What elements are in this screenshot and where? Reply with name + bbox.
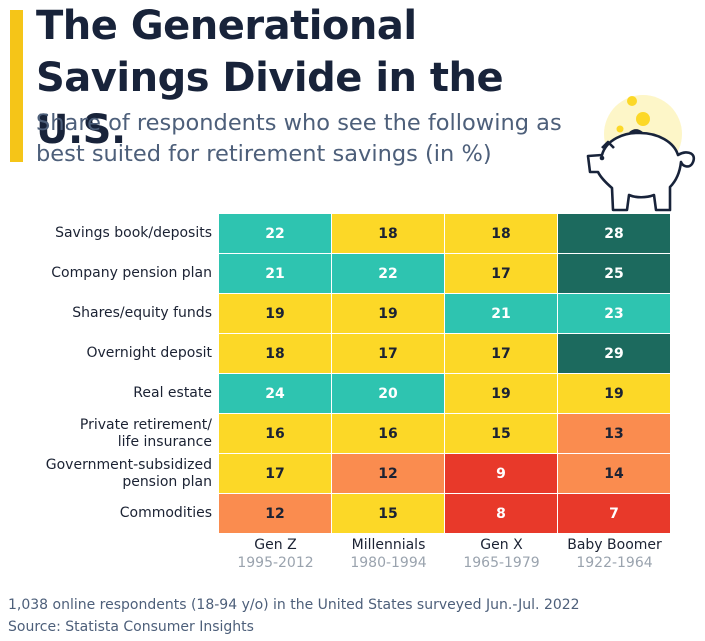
row-label-line: Savings book/deposits <box>55 225 212 241</box>
row-label-line: life insurance <box>117 433 212 450</box>
column-years: 1922-1964 <box>576 555 653 571</box>
column-name: Gen Z <box>254 537 297 553</box>
chart-subtitle: Share of respondents who see the followi… <box>36 110 562 167</box>
column-label: Gen X 1965-1979 <box>445 536 558 572</box>
heatmap-cell: 9 <box>445 454 557 493</box>
heatmap-cell: 21 <box>219 254 331 293</box>
row-label: Overnight deposit <box>0 334 212 373</box>
row-label: Savings book/deposits <box>0 214 212 253</box>
heatmap-cell: 24 <box>219 374 331 413</box>
heatmap-cell: 13 <box>558 414 670 453</box>
column-years: 1995-2012 <box>237 555 314 571</box>
footer-source: Source: Statista Consumer Insights <box>8 619 254 635</box>
row-label: Government-subsidized pension plan <box>0 454 212 493</box>
row-label-line: Private retirement/ <box>79 416 212 433</box>
heatmap-cell: 19 <box>558 374 670 413</box>
column-name: Gen X <box>480 537 523 553</box>
heatmap-cell: 17 <box>219 454 331 493</box>
row-label: Commodities <box>0 494 212 533</box>
heatmap-cell: 12 <box>219 494 331 533</box>
heatmap-cell: 22 <box>219 214 331 253</box>
heatmap-cell: 14 <box>558 454 670 493</box>
heatmap-cell: 16 <box>219 414 331 453</box>
row-label: Shares/equity funds <box>0 294 212 333</box>
row-label-line: Government-subsidized <box>45 456 212 473</box>
heatmap-cell: 18 <box>445 214 557 253</box>
row-label: Company pension plan <box>0 254 212 293</box>
column-name: Millennials <box>351 537 426 553</box>
row-label: Real estate <box>0 374 212 413</box>
heatmap-cell: 12 <box>332 454 444 493</box>
heatmap-cell: 23 <box>558 294 670 333</box>
column-name: Baby Boomer <box>567 537 662 553</box>
accent-bar <box>10 10 23 162</box>
heatmap-cell: 17 <box>445 334 557 373</box>
heatmap-cell: 28 <box>558 214 670 253</box>
footer-note: 1,038 online respondents (18-94 y/o) in … <box>8 597 580 613</box>
row-label: Private retirement/life insurance <box>0 414 212 453</box>
heatmap-cell: 21 <box>445 294 557 333</box>
heatmap-cell: 7 <box>558 494 670 533</box>
row-label-line: Real estate <box>133 385 212 401</box>
row-label-line: Overnight deposit <box>86 345 212 361</box>
heatmap-grid: 22 18 18 28 21 22 17 25 19 19 21 23 18 17 17 29 24 20 19 19… <box>219 214 670 533</box>
heatmap-cell: 29 <box>558 334 670 373</box>
heatmap-cell: 17 <box>445 254 557 293</box>
chart-title: The Generational Savings Divide in the U… <box>36 3 504 153</box>
heatmap-cell: 15 <box>332 494 444 533</box>
heatmap-cell: 19 <box>445 374 557 413</box>
column-labels: Gen Z 1995-2012 Millennials 1980-1994 Gen X 1… <box>219 536 671 572</box>
heatmap-cell: 16 <box>332 414 444 453</box>
row-label-line: Shares/equity funds <box>72 305 212 321</box>
heatmap-cell: 8 <box>445 494 557 533</box>
column-years: 1965-1979 <box>463 555 540 571</box>
row-label-line: Commodities <box>119 505 212 521</box>
heatmap-cell: 15 <box>445 414 557 453</box>
column-years: 1980-1994 <box>350 555 427 571</box>
heatmap-cell: 20 <box>332 374 444 413</box>
heatmap-cell: 19 <box>219 294 331 333</box>
column-label: Baby Boomer 1922-1964 <box>558 536 671 572</box>
heatmap-cell: 25 <box>558 254 670 293</box>
column-label: Millennials 1980-1994 <box>332 536 445 572</box>
column-label: Gen Z 1995-2012 <box>219 536 332 572</box>
heatmap-cell: 18 <box>332 214 444 253</box>
footer: 1,038 online respondents (18-94 y/o) in … <box>8 594 580 638</box>
heatmap-cell: 22 <box>332 254 444 293</box>
row-label-line: pension plan <box>122 473 212 490</box>
heatmap-cell: 19 <box>332 294 444 333</box>
row-label-line: Company pension plan <box>51 265 212 281</box>
row-labels: Savings book/deposits Company pension pla… <box>0 214 212 534</box>
heatmap-cell: 18 <box>219 334 331 373</box>
heatmap-cell: 17 <box>332 334 444 373</box>
piggy-bank-icon <box>586 95 696 212</box>
